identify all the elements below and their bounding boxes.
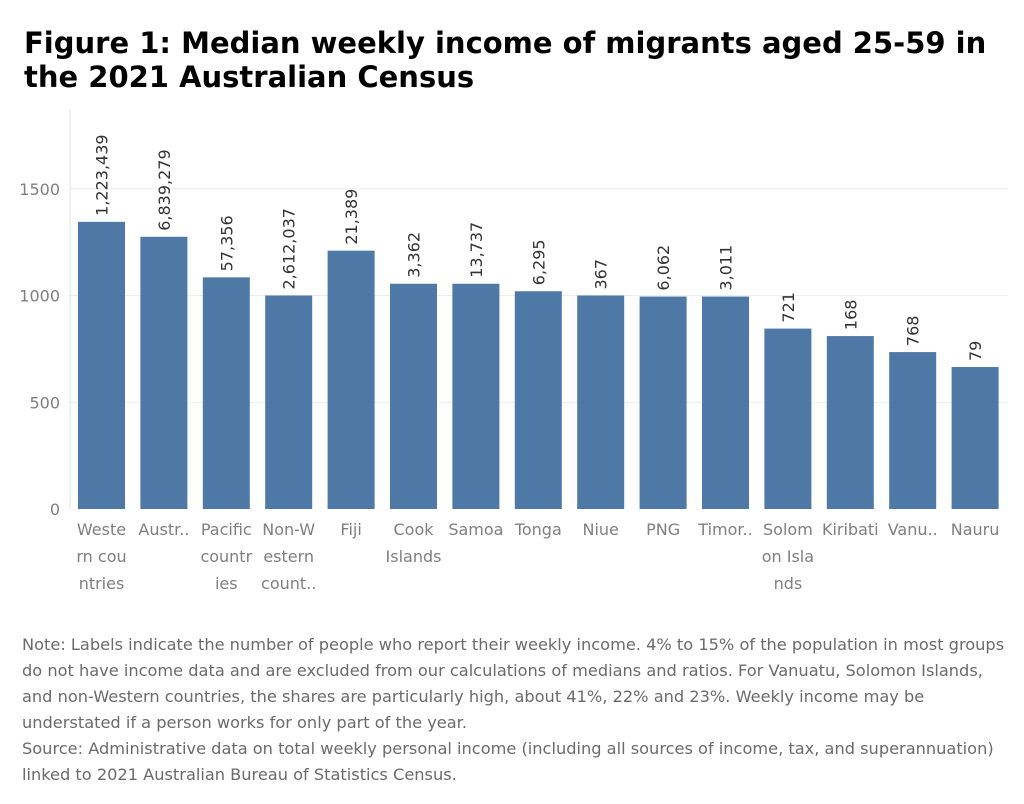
bar	[514, 291, 562, 509]
bar	[639, 296, 687, 509]
data-label: 21,389	[342, 189, 361, 245]
bar	[390, 283, 437, 509]
x-tick-label: countr	[200, 547, 252, 566]
y-tick-label: 1000	[19, 287, 60, 306]
x-tick-label: on Isla	[762, 547, 814, 566]
x-axis-labels: Weste rn cou ntries Austr.. Pacific countr ies…	[76, 520, 999, 593]
bar	[889, 352, 937, 509]
x-tick-label: ies	[215, 574, 238, 593]
bar	[327, 250, 375, 510]
bar	[452, 283, 500, 509]
x-tick-label: count..	[261, 574, 316, 593]
bar	[265, 295, 313, 509]
x-tick-label: Samoa	[448, 520, 503, 539]
data-label: 168	[841, 300, 860, 331]
bar	[826, 336, 874, 509]
data-label: 768	[904, 316, 923, 347]
bars: 1,223,439 6,839,279 57,356 2,612,037 21,389 3…	[78, 134, 999, 510]
data-label: 6,062	[654, 245, 673, 291]
bar	[202, 277, 250, 509]
bar	[951, 367, 999, 509]
bar	[78, 221, 125, 509]
bar	[764, 328, 812, 509]
x-tick-label: Timor..	[697, 520, 752, 539]
x-tick-label: PNG	[646, 520, 680, 539]
bar	[702, 296, 749, 509]
bar	[577, 295, 625, 509]
y-tick-label: 1500	[19, 180, 60, 199]
x-tick-label: nds	[774, 574, 803, 593]
x-tick-label: Nauru	[951, 520, 1000, 539]
x-tick-label: Solom	[763, 520, 813, 539]
source-text: Source: Administrative data on total wee…	[22, 739, 994, 784]
data-label: 3,362	[405, 232, 424, 278]
x-tick-label: estern	[263, 547, 314, 566]
data-label: 1,223,439	[93, 134, 112, 215]
bar	[140, 236, 188, 509]
x-tick-label: Niue	[582, 520, 618, 539]
note-text: Note: Labels indicate the number of peop…	[22, 635, 1005, 732]
x-tick-label: Vanu..	[888, 520, 938, 539]
x-tick-label: Fiji	[340, 520, 361, 539]
data-label: 721	[779, 292, 798, 323]
data-label: 6,839,279	[155, 149, 174, 230]
y-tick-label: 0	[50, 500, 60, 519]
x-tick-label: Austr..	[138, 520, 189, 539]
data-label: 6,295	[529, 239, 548, 285]
x-tick-label: Cook	[393, 520, 434, 539]
chart-note: Note: Labels indicate the number of peop…	[22, 632, 1012, 788]
data-label: 57,356	[217, 215, 236, 271]
data-label: 3,011	[717, 245, 736, 291]
data-label: 2,612,037	[280, 208, 299, 289]
x-tick-label: ntries	[79, 574, 125, 593]
data-label: 367	[592, 259, 611, 290]
x-tick-label: Tonga	[514, 520, 562, 539]
bar-chart: 0 500 1000 1500 1,223,439 6,839,279 57,356 2,6…	[19, 110, 1008, 593]
x-tick-label: Kiribati	[822, 520, 879, 539]
chart-title: Figure 1: Median weekly income of migran…	[24, 26, 987, 94]
x-tick-label: rn cou	[76, 547, 126, 566]
y-tick-label: 500	[29, 393, 60, 412]
x-tick-label: Non-W	[262, 520, 315, 539]
y-axis-ticks: 0 500 1000 1500	[19, 180, 60, 519]
data-label: 79	[966, 341, 985, 361]
x-tick-label: Pacific	[201, 520, 252, 539]
x-tick-label: Islands	[386, 547, 442, 566]
x-tick-label: Weste	[77, 520, 126, 539]
data-label: 13,737	[467, 222, 486, 278]
